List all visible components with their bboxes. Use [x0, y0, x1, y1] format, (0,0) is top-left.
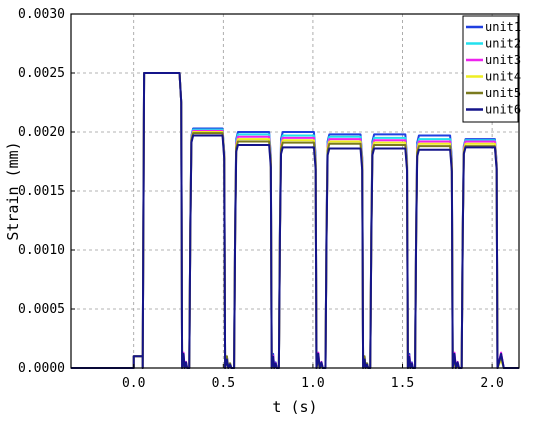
- legend: unit1 unit2 unit3 unit4 unit5 unit6: [462, 15, 521, 123]
- y-tick-label: 0.0005: [18, 302, 65, 317]
- y-tick-label: 0.0015: [18, 184, 65, 199]
- legend-box: [462, 15, 519, 123]
- legend-label-unit6: unit6: [485, 103, 521, 117]
- tick-layer: 0.0 0.5 1.0 1.5 2.0 0.0000 0.0005 0.0010 0.0015 0…: [18, 7, 504, 391]
- y-tick-label: 0.0010: [18, 243, 65, 258]
- x-tick-label: 0.5: [212, 376, 235, 391]
- legend-label-unit3: unit3: [485, 53, 521, 67]
- legend-label-unit1: unit1: [485, 20, 521, 34]
- x-tick-label: 2.0: [480, 376, 503, 391]
- y-tick-label: 0.0030: [18, 7, 65, 22]
- x-axis-title: t (s): [272, 398, 317, 416]
- y-axis-title: Strain (mm): [4, 141, 22, 240]
- series-layer: [71, 72, 519, 369]
- y-tick-label: 0.0020: [18, 125, 65, 140]
- y-tick-label: 0.0025: [18, 66, 65, 81]
- x-tick-label: 1.5: [391, 376, 414, 391]
- series-line-unit6: [71, 72, 519, 369]
- y-tick-label: 0.0000: [18, 361, 65, 376]
- x-tick-label: 1.0: [301, 376, 324, 391]
- legend-label-unit5: unit5: [485, 86, 521, 100]
- x-tick-label: 0.0: [122, 376, 145, 391]
- legend-label-unit2: unit2: [485, 37, 521, 51]
- legend-label-unit4: unit4: [485, 70, 521, 84]
